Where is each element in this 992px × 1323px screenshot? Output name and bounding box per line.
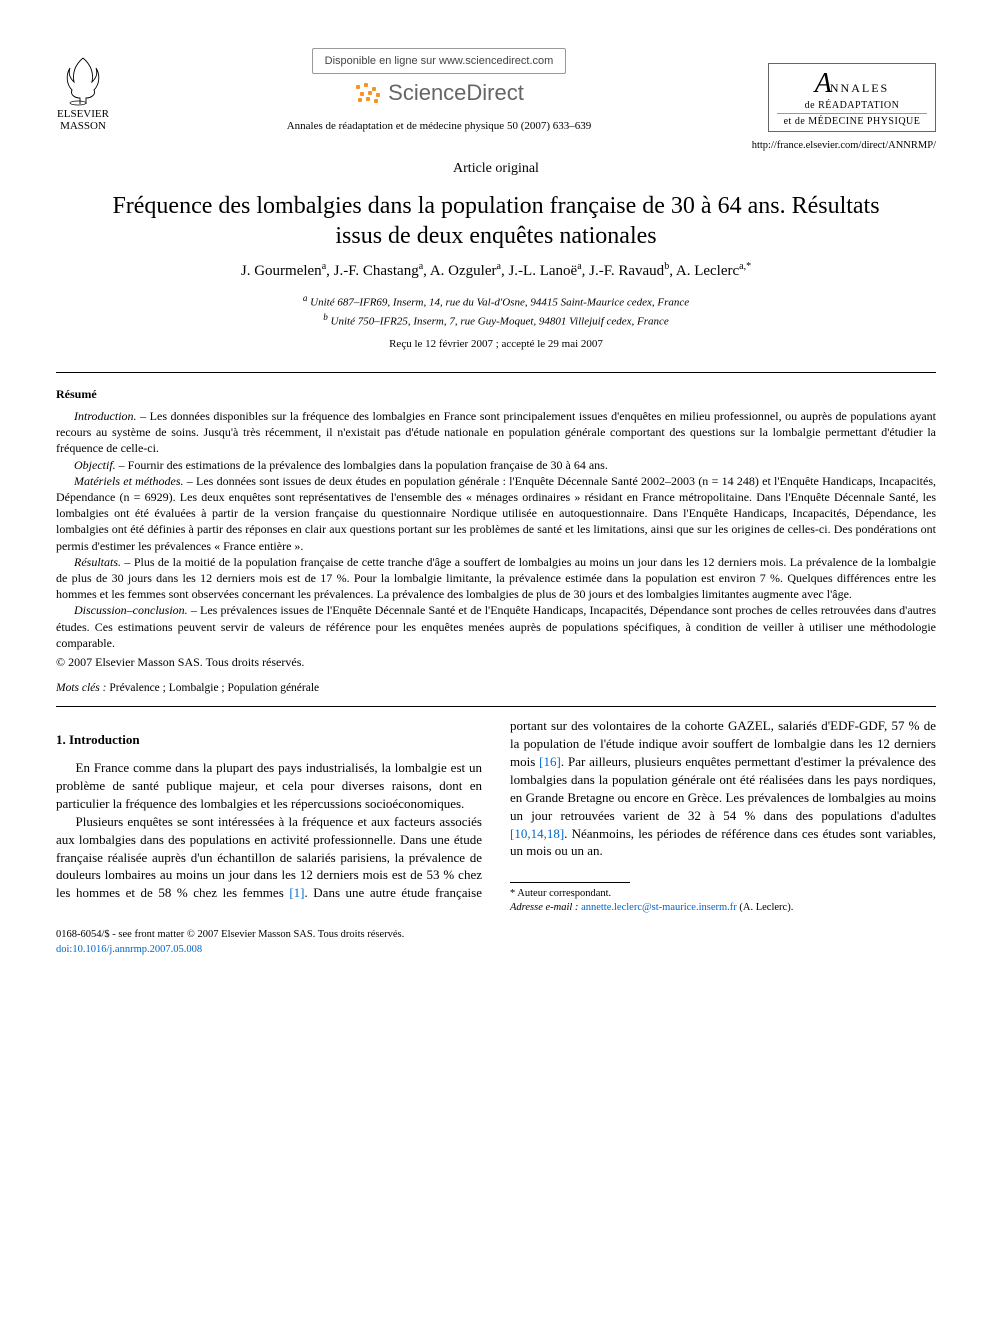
keywords-values: Prévalence ; Lombalgie ; Population géné… [106, 682, 319, 694]
author: J. Gourmelena [241, 263, 326, 279]
citation-link[interactable]: [1] [289, 885, 304, 900]
sciencedirect-logo: ScienceDirect [122, 80, 756, 106]
email-footnote: Adresse e-mail : annette.leclerc@st-maur… [510, 901, 936, 915]
affiliation-a: a Unité 687–IFR69, Inserm, 14, rue du Va… [56, 292, 936, 311]
author: J.-F. Ravaudb [589, 263, 669, 279]
center-header: Disponible en ligne sur www.sciencedirec… [110, 48, 768, 132]
keywords-label: Mots clés : [56, 682, 106, 694]
abstract-materiels: Matériels et méthodes. – Les données son… [56, 473, 936, 554]
journal-logo-line2: et de MÉDECINE PHYSIQUE [777, 116, 927, 127]
page-header: ELSEVIER MASSON Disponible en ligne sur … [56, 48, 936, 132]
rule-top [56, 372, 936, 373]
issn-footer: 0168-6054/$ - see front matter © 2007 El… [56, 929, 936, 940]
elsevier-tree-icon [56, 52, 110, 106]
authors-line: J. Gourmelena, J.-F. Chastanga, A. Ozgul… [56, 261, 936, 280]
body-paragraph: En France comme dans la plupart des pays… [56, 759, 482, 813]
corresponding-author-footnote: * Auteur correspondant. [510, 887, 936, 901]
availability-banner: Disponible en ligne sur www.sciencedirec… [312, 48, 567, 74]
section-heading-introduction: 1. Introduction [56, 731, 482, 749]
copyright-line: © 2007 Elsevier Masson SAS. Tous droits … [56, 655, 936, 670]
abstract-body: Introduction. – Les données disponibles … [56, 408, 936, 651]
publisher-name-bottom: MASSON [60, 120, 106, 132]
author: J.-F. Chastanga [334, 263, 424, 279]
abstract-introduction: Introduction. – Les données disponibles … [56, 408, 936, 457]
publisher-name-top: ELSEVIER [57, 108, 109, 120]
publisher-logo: ELSEVIER MASSON [56, 52, 110, 132]
sciencedirect-wordmark: ScienceDirect [388, 80, 524, 106]
abstract-resultats: Résultats. – Plus de la moitié de la pop… [56, 554, 936, 603]
author: J.-L. Lanoëa [508, 263, 581, 279]
email-link[interactable]: annette.leclerc@st-maurice.inserm.fr [581, 902, 737, 913]
journal-logo-wordmark: NNALES [830, 81, 889, 95]
journal-url[interactable]: http://france.elsevier.com/direct/ANNRMP… [56, 140, 936, 151]
article-title: Fréquence des lombalgies dans la populat… [96, 191, 896, 251]
author: A. Ozgulera [430, 263, 501, 279]
author: A. Leclerca,* [676, 263, 751, 279]
affiliation-b: b Unité 750–IFR25, Inserm, 7, rue Guy-Mo… [56, 311, 936, 330]
journal-citation: Annales de réadaptation et de médecine p… [122, 120, 756, 132]
abstract-objectif: Objectif. – Fournir des estimations de l… [56, 457, 936, 473]
journal-logo: ANNALES de RÉADAPTATION et de MÉDECINE P… [768, 63, 936, 132]
journal-logo-line1: de RÉADAPTATION [777, 100, 927, 111]
footnote-separator [510, 882, 630, 883]
body-two-column: 1. Introduction En France comme dans la … [56, 717, 936, 915]
journal-logo-letter: A [815, 68, 830, 99]
affiliations: a Unité 687–IFR69, Inserm, 14, rue du Va… [56, 292, 936, 330]
keywords: Mots clés : Prévalence ; Lombalgie ; Pop… [56, 682, 936, 694]
sciencedirect-dots-icon [354, 83, 382, 103]
article-dates: Reçu le 12 février 2007 ; accepté le 29 … [56, 338, 936, 350]
doi-link[interactable]: doi:10.1016/j.annrmp.2007.05.008 [56, 944, 202, 955]
rule-bottom [56, 706, 936, 707]
abstract-discussion: Discussion–conclusion. – Les prévalences… [56, 602, 936, 651]
citation-link[interactable]: [16] [539, 754, 561, 769]
article-type: Article original [56, 161, 936, 177]
citation-link[interactable]: [10,14,18] [510, 826, 564, 841]
abstract-heading: Résumé [56, 387, 936, 402]
